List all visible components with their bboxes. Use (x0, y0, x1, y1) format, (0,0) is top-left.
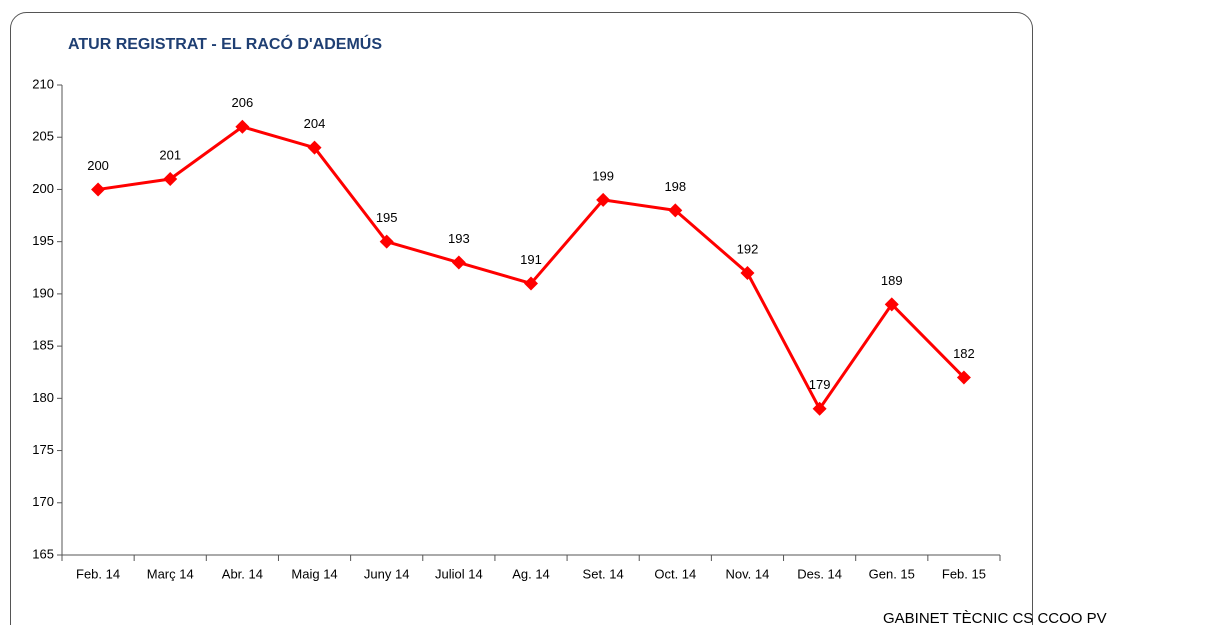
point-marker (740, 266, 755, 280)
y-tick-label: 185 (32, 338, 54, 353)
data-label: 182 (953, 346, 975, 361)
x-tick-label: Set. 14 (583, 566, 624, 581)
source-note: GABINET TÈCNIC CS CCOO PV (883, 610, 1107, 625)
x-tick-label: Gen. 15 (869, 566, 915, 581)
point-marker (596, 192, 611, 207)
point-marker (812, 401, 827, 416)
data-label: 204 (304, 116, 326, 131)
data-label: 189 (881, 273, 903, 288)
data-label: 200 (87, 158, 109, 173)
y-tick-label: 200 (32, 181, 54, 196)
x-tick-label: Feb. 15 (942, 566, 986, 581)
data-label: 193 (448, 231, 470, 246)
data-label: 179 (809, 377, 831, 392)
y-tick-label: 210 (32, 76, 54, 91)
x-tick-label: Des. 14 (797, 566, 842, 581)
x-tick-label: Oct. 14 (654, 566, 696, 581)
chart-frame (10, 12, 1033, 625)
x-tick-label: Març 14 (147, 566, 194, 581)
data-label: 191 (520, 252, 542, 267)
x-tick-label: Feb. 14 (76, 566, 120, 581)
x-tick-label: Juny 14 (364, 566, 410, 581)
point-marker (235, 119, 250, 134)
point-marker (307, 140, 322, 155)
point-marker (451, 255, 466, 270)
data-label: 201 (159, 147, 181, 162)
point-marker (163, 172, 178, 186)
point-marker (379, 234, 394, 249)
point-marker (884, 297, 899, 312)
x-tick-label: Juliol 14 (435, 566, 483, 581)
data-label: 192 (737, 241, 759, 256)
point-marker (956, 370, 971, 385)
y-tick-label: 195 (32, 233, 54, 248)
point-marker (668, 203, 683, 218)
y-tick-label: 180 (32, 390, 54, 405)
y-tick-label: 170 (32, 494, 54, 509)
data-label: 195 (376, 210, 398, 225)
y-tick-label: 190 (32, 285, 54, 300)
x-tick-label: Ag. 14 (512, 566, 550, 581)
point-marker (91, 182, 106, 197)
y-tick-label: 175 (32, 442, 54, 457)
data-label: 198 (664, 179, 686, 194)
data-label: 199 (592, 168, 614, 183)
x-tick-label: Nov. 14 (726, 566, 770, 581)
point-marker (524, 276, 538, 291)
y-tick-label: 165 (32, 546, 54, 561)
chart-title: ATUR REGISTRAT - EL RACÓ D'ADEMÚS (68, 34, 382, 53)
x-tick-label: Abr. 14 (222, 566, 263, 581)
x-tick-label: Maig 14 (291, 566, 337, 581)
y-tick-label: 205 (32, 129, 54, 144)
data-label: 206 (232, 95, 254, 110)
